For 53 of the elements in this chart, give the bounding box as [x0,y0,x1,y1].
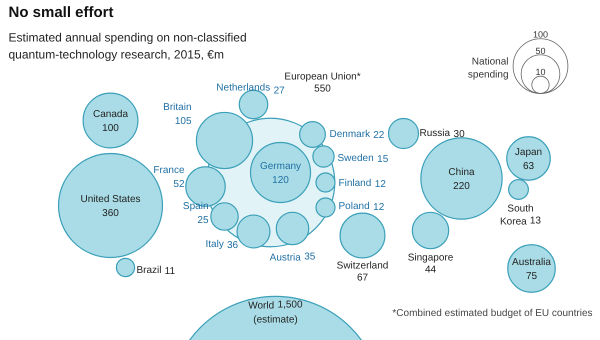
text: *Combined estimated budget of EU countries [392,308,593,319]
text: 50 [535,46,546,56]
data-label: 220 [453,181,470,192]
data-label: 75 [526,271,538,282]
data-label: 550 [314,84,332,94]
data-label: 360 [102,208,120,219]
data-label: 22 [373,130,385,141]
category-label: Netherlands [216,82,270,94]
data-label: 35 [304,252,316,262]
category-label: Russia [420,128,451,139]
category-label: Denmark [330,129,372,140]
category-label: Canada [92,109,128,120]
category-label: France [153,165,185,176]
category-label: Poland [338,201,370,212]
data-label: 67 [356,272,368,284]
data-label: 1,500 [278,300,303,310]
data-label: 30 [454,129,466,140]
category-label: Britain [163,102,192,113]
legend-title: National spending [468,56,509,81]
category-label: Australia [512,257,552,268]
data-label: 12 [373,202,385,213]
data-label: 105 [174,116,192,127]
category-label: Austria [270,252,302,264]
data-label: 12 [374,179,386,190]
data-label: 36 [227,240,239,251]
text: Estimated annual spending on non-classified quantum-technology research, 2015, €m [8,30,247,62]
category-label: Brazil [136,265,162,276]
text: No small effort [8,4,114,21]
data-label: 25 [197,215,209,226]
text: 100 [532,30,548,40]
data-label: 44 [424,264,436,276]
category-label: World [248,300,274,312]
text: (estimate) [253,314,298,326]
data-label: 63 [522,161,534,172]
category-label: Germany [260,161,302,172]
category-label: European Union* [284,72,361,82]
category-label: China [448,167,475,178]
category-label: Sweden [338,153,374,164]
data-label: 13 [530,216,542,226]
data-label: 27 [274,86,286,96]
category-label: Switzerland [336,260,388,272]
data-label: 11 [164,266,176,277]
data-label: 100 [102,123,120,134]
category-label: Singapore [408,252,454,264]
data-label: 15 [377,154,389,165]
text: 10 [535,67,546,78]
category-label: United States [80,194,141,205]
category-label: Italy [206,239,224,250]
data-label: 52 [173,179,185,190]
data-label: 120 [272,175,290,186]
category-label: Spain [182,201,208,212]
category-label: Japan [514,147,542,158]
category-label: Finland [338,178,372,189]
